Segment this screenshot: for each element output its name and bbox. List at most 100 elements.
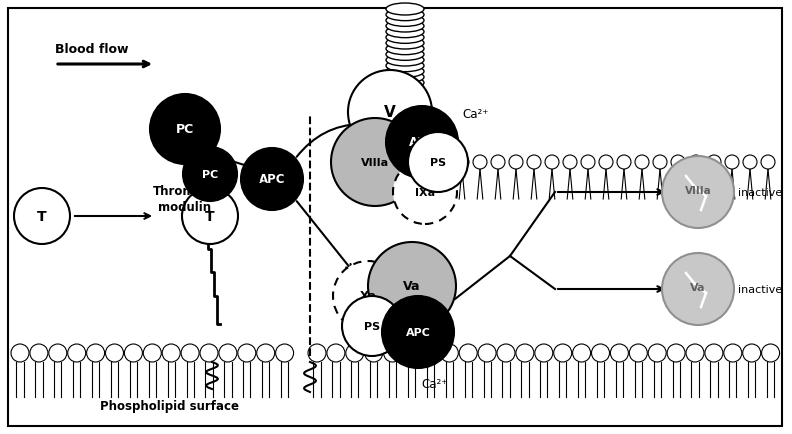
Circle shape	[386, 107, 458, 178]
Text: IXa: IXa	[415, 187, 435, 197]
Circle shape	[554, 344, 572, 362]
Circle shape	[473, 156, 487, 170]
Circle shape	[105, 344, 124, 362]
Text: APC: APC	[406, 327, 430, 337]
Circle shape	[599, 156, 613, 170]
Text: inactive: inactive	[738, 187, 782, 197]
Circle shape	[162, 344, 181, 362]
Circle shape	[67, 344, 86, 362]
Circle shape	[238, 344, 256, 362]
Text: T: T	[37, 210, 47, 224]
Circle shape	[686, 344, 704, 362]
Circle shape	[333, 261, 403, 331]
Circle shape	[182, 188, 238, 244]
Circle shape	[667, 344, 685, 362]
Text: Va: Va	[403, 280, 421, 293]
Text: APC: APC	[259, 173, 285, 186]
Ellipse shape	[386, 38, 424, 50]
Text: inactive: inactive	[738, 284, 782, 294]
Circle shape	[143, 344, 162, 362]
Ellipse shape	[386, 55, 424, 67]
Circle shape	[219, 344, 237, 362]
Text: Blood flow: Blood flow	[55, 43, 128, 56]
Text: Xa: Xa	[360, 290, 376, 303]
Text: Ca²⁺: Ca²⁺	[242, 180, 267, 190]
Circle shape	[527, 156, 541, 170]
Circle shape	[331, 119, 419, 207]
Circle shape	[611, 344, 628, 362]
Text: T: T	[205, 210, 215, 224]
Circle shape	[497, 344, 515, 362]
Ellipse shape	[386, 4, 424, 16]
Circle shape	[30, 344, 48, 362]
Circle shape	[308, 344, 326, 362]
Circle shape	[592, 344, 610, 362]
Circle shape	[455, 156, 469, 170]
Circle shape	[383, 344, 402, 362]
Circle shape	[348, 71, 432, 155]
Circle shape	[509, 156, 523, 170]
Ellipse shape	[386, 32, 424, 44]
Circle shape	[689, 156, 703, 170]
Circle shape	[346, 344, 364, 362]
Circle shape	[662, 157, 734, 228]
Circle shape	[581, 156, 595, 170]
Circle shape	[183, 148, 237, 201]
Text: APC: APC	[409, 136, 436, 149]
Circle shape	[86, 344, 105, 362]
Circle shape	[707, 156, 721, 170]
Circle shape	[630, 344, 647, 362]
Circle shape	[743, 344, 760, 362]
Ellipse shape	[386, 10, 424, 22]
Circle shape	[382, 296, 454, 368]
Ellipse shape	[386, 72, 424, 84]
Circle shape	[762, 344, 779, 362]
Circle shape	[705, 344, 723, 362]
Text: Ca²⁺: Ca²⁺	[462, 108, 489, 121]
Circle shape	[671, 156, 685, 170]
Circle shape	[478, 344, 496, 362]
Circle shape	[150, 95, 220, 164]
Circle shape	[491, 156, 505, 170]
Text: PS: PS	[430, 158, 446, 168]
Circle shape	[181, 344, 199, 362]
Text: V: V	[384, 105, 396, 120]
Text: Ca²⁺: Ca²⁺	[422, 378, 448, 391]
Circle shape	[257, 344, 275, 362]
Circle shape	[421, 344, 440, 362]
Circle shape	[724, 344, 742, 362]
Circle shape	[725, 156, 739, 170]
Text: PC: PC	[176, 123, 194, 136]
Ellipse shape	[386, 60, 424, 72]
Text: Thrombo-
modulin: Thrombo- modulin	[153, 185, 217, 214]
Circle shape	[14, 188, 70, 244]
Circle shape	[241, 149, 303, 210]
Circle shape	[516, 344, 534, 362]
Circle shape	[327, 344, 345, 362]
Circle shape	[276, 344, 294, 362]
Circle shape	[200, 344, 218, 362]
Ellipse shape	[386, 83, 424, 95]
Circle shape	[124, 344, 143, 362]
Text: VIIIa: VIIIa	[361, 158, 389, 168]
Ellipse shape	[386, 66, 424, 78]
Text: PS: PS	[364, 321, 380, 331]
Circle shape	[11, 344, 29, 362]
Ellipse shape	[386, 15, 424, 27]
Circle shape	[648, 344, 666, 362]
Text: Va: Va	[691, 283, 706, 293]
Circle shape	[368, 243, 456, 330]
Circle shape	[535, 344, 553, 362]
Circle shape	[653, 156, 667, 170]
Ellipse shape	[386, 43, 424, 56]
Circle shape	[408, 133, 468, 193]
Circle shape	[617, 156, 631, 170]
Ellipse shape	[386, 26, 424, 39]
Ellipse shape	[386, 49, 424, 61]
Circle shape	[635, 156, 649, 170]
Ellipse shape	[386, 21, 424, 33]
Circle shape	[49, 344, 67, 362]
Circle shape	[440, 344, 459, 362]
Circle shape	[662, 253, 734, 325]
Circle shape	[573, 344, 591, 362]
